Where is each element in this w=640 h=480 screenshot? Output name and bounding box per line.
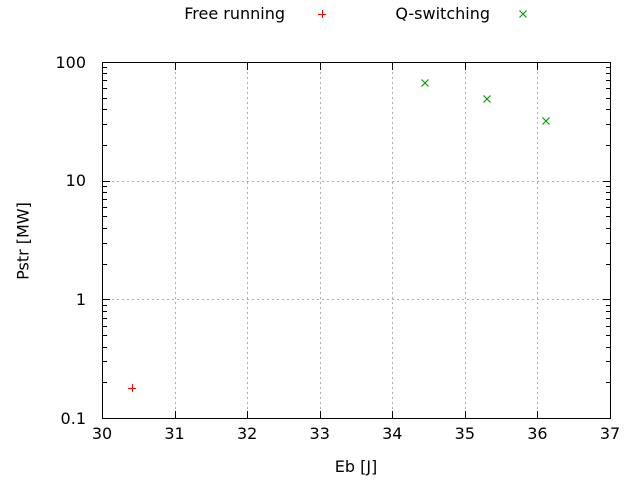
x-tick-label: 32 (236, 424, 258, 443)
legend-marker (519, 10, 527, 18)
x-axis-title: Eb [J] (334, 457, 378, 476)
x-tick-label: 34 (382, 424, 403, 443)
x-tick-label: 37 (599, 424, 621, 443)
y-axis-title: Pstr [MW] (13, 202, 33, 280)
y-tick-label: 0.1 (60, 408, 86, 428)
data-point-marker (421, 79, 429, 87)
data-point-marker (483, 95, 491, 103)
plot-border (102, 62, 611, 419)
legend-label-q-switching: Q-switching (395, 4, 490, 23)
x-tick-label: 35 (454, 424, 476, 443)
y-tick-label: 100 (55, 52, 86, 72)
x-tick-label: 30 (91, 424, 113, 443)
x-tick-label: 36 (527, 424, 548, 443)
y-tick-label: 1 (75, 289, 86, 309)
legend-label-free-running: Free running (184, 4, 285, 23)
x-tick-label: 31 (164, 424, 185, 443)
data-point-marker (542, 117, 550, 125)
x-tick-label: 33 (309, 424, 330, 443)
y-tick-label: 10 (65, 171, 86, 191)
